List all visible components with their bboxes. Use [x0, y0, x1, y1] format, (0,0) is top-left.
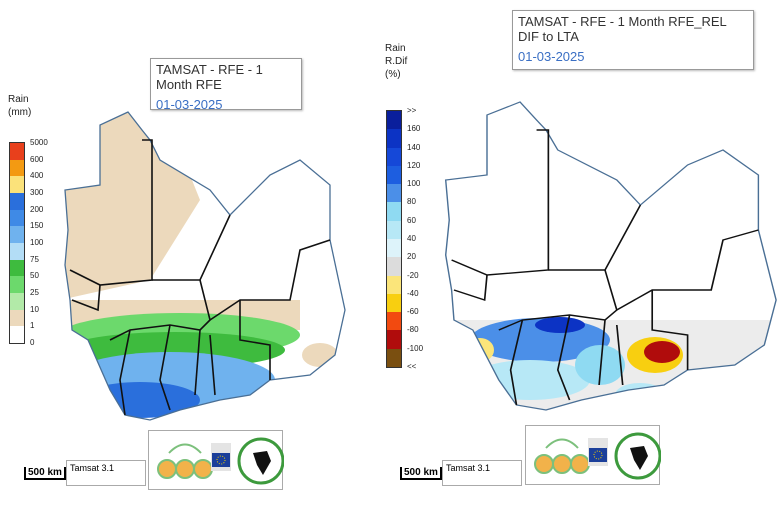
legend-label: 60 [407, 215, 416, 225]
legend-swatch [387, 293, 401, 313]
legend-label: -20 [407, 270, 419, 280]
legend-swatch [387, 312, 401, 331]
right-rel-diff-map[interactable] [0, 0, 780, 430]
legend-swatch [10, 259, 24, 277]
left-legend-colorbar [9, 142, 25, 344]
legend-label: 200 [30, 204, 44, 214]
legend-swatch [387, 348, 401, 367]
legend-swatch [387, 129, 401, 148]
source-box: Tamsat 3.1 [442, 460, 522, 486]
legend-label: 10 [30, 304, 39, 314]
legend-label: 25 [30, 288, 39, 297]
legend-label: -100 [407, 343, 424, 353]
legend-title-line: Rain [385, 43, 406, 54]
legend-label: << [407, 362, 417, 371]
left-rainfall-map[interactable] [0, 0, 390, 430]
legend-label: -60 [407, 307, 419, 317]
legend-swatch [387, 147, 401, 166]
legend-swatch [387, 275, 401, 294]
map-date: 01-03-2025 [156, 97, 223, 112]
legend-label: 50 [30, 271, 39, 281]
legend-label: 75 [30, 254, 39, 264]
cilss-logo [614, 432, 662, 480]
legend-label: 0 [30, 338, 35, 347]
legend-label: 80 [407, 197, 416, 207]
legend-label: 20 [407, 252, 416, 262]
right-map-title-box: TAMSAT - RFE - 1 Month RFE_REL DIF to LT… [512, 10, 754, 70]
legend-label: >> [407, 106, 417, 115]
legend-label: 400 [30, 171, 44, 181]
map-title: TAMSAT - RFE - 1 Month RFE_REL DIF to LT… [518, 14, 727, 44]
legend-label: 140 [407, 142, 421, 152]
legend-swatch [10, 226, 24, 243]
legend-swatch [10, 292, 24, 310]
legend-swatch [387, 184, 401, 203]
eu-commission-logo [588, 438, 608, 466]
legend-swatch [387, 257, 401, 276]
country-borders [69, 139, 331, 416]
ccp-logo [534, 438, 590, 474]
ccp-logo [157, 443, 213, 479]
legend-swatch [10, 326, 24, 343]
legend-swatch [387, 238, 401, 258]
legend-swatch [10, 209, 24, 227]
legend-swatch [10, 176, 24, 193]
legend-label: 160 [407, 124, 421, 134]
legend-label: 5000 [30, 138, 48, 147]
legend-swatch [10, 242, 24, 260]
legend-title-line: (%) [385, 69, 401, 80]
legend-label: 150 [30, 221, 44, 231]
legend-label: 40 [407, 234, 416, 243]
legend-label: 100 [30, 238, 44, 247]
scale-bar: 500 km [24, 467, 66, 480]
legend-swatch [10, 159, 24, 177]
partner-logos [525, 425, 662, 485]
eu-commission-logo [211, 443, 231, 471]
legend-label: 300 [30, 188, 44, 197]
legend-swatch [387, 330, 401, 349]
legend-swatch [387, 165, 401, 185]
legend-label: 100 [407, 179, 421, 189]
right-legend-title: Rain R.Dif (%) [385, 42, 407, 81]
legend-swatch [10, 143, 24, 160]
legend-label: 600 [30, 154, 44, 164]
left-map-title-box: TAMSAT - RFE - 1 Month RFE 01-03-2025 [150, 58, 302, 112]
left-legend-title: Rain (mm) [8, 93, 31, 119]
legend-swatch [10, 309, 24, 327]
cilss-logo [237, 437, 285, 485]
legend-label: 120 [407, 160, 421, 170]
source-box: Tamsat 3.1 [66, 460, 146, 486]
partner-logos [148, 430, 285, 490]
legend-label: 1 [30, 321, 35, 331]
map-date: 01-03-2025 [518, 49, 585, 64]
legend-swatch [387, 220, 401, 239]
legend-swatch [10, 276, 24, 293]
legend-label: -40 [407, 288, 419, 298]
legend-title-line: R.Dif [385, 56, 408, 67]
legend-swatch [387, 202, 401, 221]
legend-swatch [387, 111, 401, 130]
right-legend-colorbar [386, 110, 402, 368]
legend-swatch [10, 192, 24, 210]
scale-bar: 500 km [400, 467, 442, 480]
legend-title-line: Rain [8, 94, 29, 105]
legend-title-line: (mm) [8, 107, 32, 118]
legend-label: -80 [407, 325, 419, 335]
country-borders [451, 129, 759, 406]
map-title: TAMSAT - RFE - 1 Month RFE [156, 62, 263, 92]
